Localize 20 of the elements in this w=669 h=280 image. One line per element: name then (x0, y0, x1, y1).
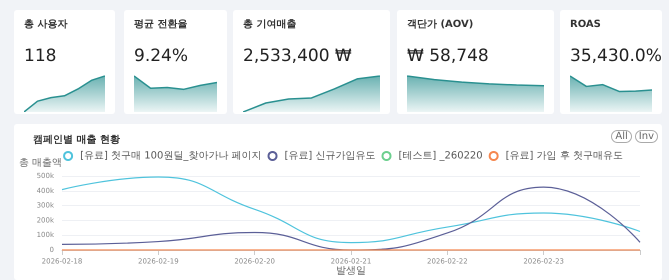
legend-label: [유료] 가입 후 첫구매유도 (506, 150, 624, 162)
chart-subtitle: 118 (24, 46, 58, 68)
chart-title: 캠페인별 매출 현황 (33, 134, 120, 146)
line-series (61, 176, 641, 244)
chart-subtitle: 35,430.0% (570, 46, 662, 68)
chart-title: 객단가 (AOV) (407, 18, 474, 32)
x-axis-title: 발생일 (336, 266, 366, 276)
chart-subtitle: 9.24% (134, 46, 190, 68)
legend-label: [테스트] _260220 (398, 150, 483, 162)
chart-title: 총 사용자 (24, 18, 68, 32)
toggle-button: All (611, 130, 632, 143)
chart-subtitle: ₩ 58,748 (407, 46, 490, 68)
chart-title: ROAS (570, 18, 602, 32)
chart-subtitle: 2,533,400 ₩ (243, 46, 353, 68)
y-axis-title: 총 매출액 (18, 158, 62, 168)
chart-title: 평균 전환율 (134, 18, 188, 32)
legend-label: [유료] 신규가입유도 (284, 150, 376, 162)
toggle-button: Inv (634, 130, 658, 143)
chart-title: 총 기여매출 (243, 18, 298, 32)
legend-label: [유료] 첫구매 100원딜_찾아가나 페이지 (80, 150, 262, 162)
